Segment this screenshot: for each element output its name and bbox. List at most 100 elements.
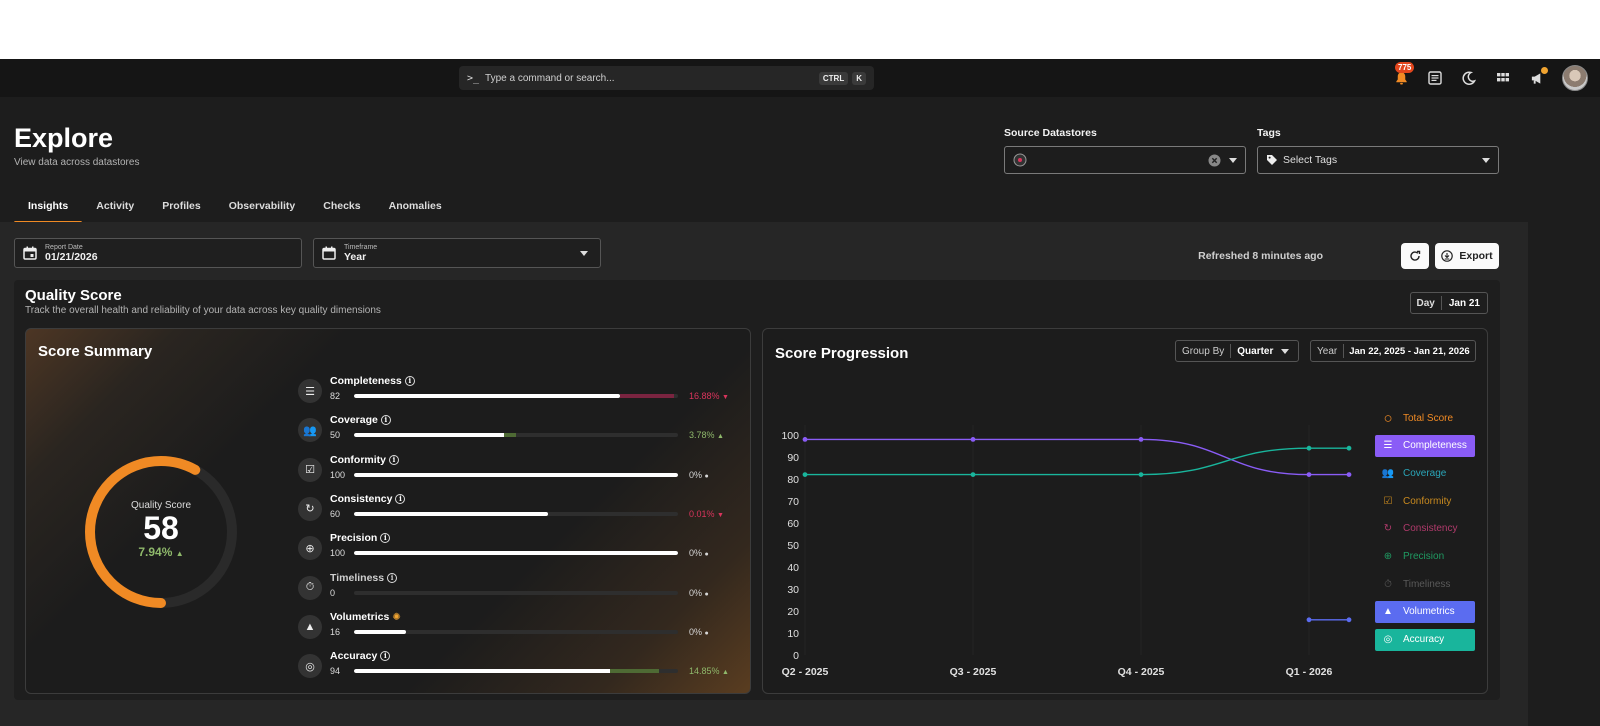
refresh-button[interactable] bbox=[1401, 243, 1429, 269]
trend-up-icon: ▲ bbox=[175, 549, 184, 558]
metric-delta-segment bbox=[503, 433, 516, 438]
legend-label: Accuracy bbox=[1403, 634, 1445, 646]
metric-value: 100 bbox=[330, 469, 346, 480]
command-search[interactable]: >_ Type a command or search... CTRL K bbox=[459, 66, 874, 90]
period-selector[interactable]: Day Jan 21 bbox=[1409, 292, 1488, 314]
trend-up-icon: ▲ bbox=[722, 669, 729, 677]
timeliness-icon: ⏱ bbox=[298, 575, 322, 600]
completeness-icon: ☰ bbox=[1383, 440, 1393, 452]
quality-score-title: Quality Score bbox=[25, 287, 122, 304]
legend-item-timeliness[interactable]: ⏱ Timeliness bbox=[1375, 573, 1475, 595]
volumetrics-icon: ▲ bbox=[1383, 606, 1393, 618]
metric-value: 16 bbox=[330, 626, 341, 637]
calendar-icon bbox=[322, 246, 336, 260]
metric-value: 0 bbox=[330, 587, 336, 598]
data-point-accuracy bbox=[1306, 445, 1312, 451]
source-datastores-select[interactable] bbox=[1004, 146, 1246, 174]
info-icon[interactable]: i bbox=[404, 376, 415, 386]
tab-insights[interactable]: Insights bbox=[14, 200, 83, 224]
legend-item-completeness[interactable]: ☰ Completeness bbox=[1375, 434, 1475, 457]
tab-bar: Insights Activity Profiles Observability… bbox=[14, 200, 456, 224]
report-date-picker[interactable]: Report Date 01/21/2026 bbox=[14, 238, 302, 268]
y-tick-label: 80 bbox=[787, 474, 799, 486]
tab-observability[interactable]: Observability bbox=[228, 200, 296, 212]
period-value: Jan 21 bbox=[1448, 297, 1480, 309]
tab-checks[interactable]: Checks bbox=[323, 200, 361, 212]
metric-delta: 0.01% bbox=[689, 508, 715, 519]
megaphone-icon[interactable] bbox=[1528, 67, 1548, 87]
export-button[interactable]: Export bbox=[1435, 243, 1499, 269]
tags-select[interactable]: Select Tags bbox=[1257, 146, 1499, 174]
metric-value: 94 bbox=[330, 666, 341, 677]
tab-anomalies[interactable]: Anomalies bbox=[388, 200, 442, 212]
legend-item-volumetrics[interactable]: ▲ Volumetrics bbox=[1375, 600, 1475, 623]
legend-item-coverage[interactable]: 👥 Coverage bbox=[1375, 462, 1475, 484]
grid-icon[interactable] bbox=[1494, 69, 1512, 87]
metric-bar-fill bbox=[354, 511, 549, 516]
news-icon[interactable] bbox=[1426, 69, 1444, 87]
metric-row-consistency: ↻ Consistency i 60 0.01% ▼ bbox=[298, 493, 738, 531]
chevron-down-icon[interactable] bbox=[1482, 157, 1490, 163]
app-root: >_ Type a command or search... CTRL K 77… bbox=[0, 59, 1600, 726]
date-range-select[interactable]: Year Jan 22, 2025 - Jan 21, 2026 bbox=[1310, 340, 1476, 362]
info-icon[interactable]: i bbox=[387, 572, 398, 583]
quality-score-delta: 7.94% bbox=[138, 545, 173, 559]
chevron-down-icon[interactable] bbox=[580, 250, 588, 256]
metric-name: Timeliness bbox=[330, 571, 385, 584]
lightbulb-icon[interactable]: ✺ bbox=[392, 611, 401, 623]
legend-label: Consistency bbox=[1403, 523, 1458, 535]
metric-delta: 0% bbox=[689, 587, 703, 598]
x-tick-label: Q1 - 2026 bbox=[1286, 666, 1333, 678]
metric-value: 50 bbox=[330, 430, 341, 441]
data-point-completeness bbox=[1306, 472, 1312, 477]
bell-icon[interactable]: 775 bbox=[1392, 62, 1415, 87]
range-value: Jan 22, 2025 - Jan 21, 2026 bbox=[1349, 345, 1470, 357]
shortcut-key-ctrl: CTRL bbox=[818, 71, 849, 85]
legend-item-total-score[interactable]: ○ Total Score bbox=[1375, 407, 1475, 429]
metric-bar-fill bbox=[354, 433, 516, 438]
info-icon[interactable]: i bbox=[389, 454, 399, 465]
report-date-label: Report Date bbox=[45, 243, 83, 251]
export-label: Export bbox=[1459, 250, 1493, 262]
refresh-icon bbox=[1410, 250, 1421, 261]
metric-delta: 3.78% bbox=[689, 430, 715, 441]
quality-score-value: 58 bbox=[143, 510, 179, 546]
tab-profiles[interactable]: Profiles bbox=[162, 200, 201, 212]
legend-label: Total Score bbox=[1403, 412, 1454, 424]
legend-item-consistency[interactable]: ↻ Consistency bbox=[1375, 518, 1475, 540]
y-tick-label: 30 bbox=[787, 584, 799, 596]
coverage-icon: 👥 bbox=[1381, 467, 1395, 479]
metric-name: Conformity bbox=[330, 453, 386, 466]
quality-score-subtitle: Track the overall health and reliability… bbox=[25, 305, 381, 316]
data-point-accuracy bbox=[1138, 472, 1144, 477]
source-datastores-label: Source Datastores bbox=[1004, 127, 1097, 139]
tag-icon bbox=[1267, 155, 1277, 165]
metric-name: Volumetrics bbox=[330, 610, 390, 623]
info-icon[interactable]: i bbox=[380, 651, 391, 662]
timeframe-value: Year bbox=[344, 250, 367, 263]
info-icon[interactable]: i bbox=[380, 533, 391, 544]
metric-bar bbox=[354, 472, 678, 477]
quality-score-panel: Quality Score Track the overall health a… bbox=[14, 280, 1500, 700]
legend-item-precision[interactable]: ⊕ Precision bbox=[1375, 546, 1475, 568]
metric-delta-segment bbox=[610, 669, 659, 674]
info-icon[interactable]: i bbox=[395, 493, 406, 504]
legend-item-conformity[interactable]: ☑ Conformity bbox=[1375, 490, 1475, 512]
group-by-select[interactable]: Group By Quarter bbox=[1175, 340, 1299, 362]
group-by-value: Quarter bbox=[1237, 345, 1274, 357]
chevron-down-icon[interactable] bbox=[1229, 157, 1237, 163]
data-point-accuracy bbox=[1346, 445, 1352, 451]
clear-icon[interactable] bbox=[1208, 154, 1221, 167]
avatar[interactable] bbox=[1562, 65, 1588, 91]
terminal-icon: >_ bbox=[467, 72, 480, 84]
accuracy-icon: ◎ bbox=[298, 654, 322, 679]
legend-item-accuracy[interactable]: ◎ Accuracy bbox=[1375, 628, 1475, 651]
info-icon[interactable]: i bbox=[380, 415, 391, 426]
timeframe-select[interactable]: Timeframe Year bbox=[313, 238, 601, 268]
moon-icon[interactable] bbox=[1460, 69, 1478, 87]
x-tick-label: Q4 - 2025 bbox=[1118, 666, 1165, 678]
tab-activity[interactable]: Activity bbox=[96, 200, 135, 212]
score-summary-card: Score Summary Quality Score 58 7.94% ▲ ☰… bbox=[25, 328, 751, 694]
coverage-icon: 👥 bbox=[298, 418, 322, 443]
gauge-center: Quality Score 58 7.94% ▲ bbox=[83, 500, 239, 559]
